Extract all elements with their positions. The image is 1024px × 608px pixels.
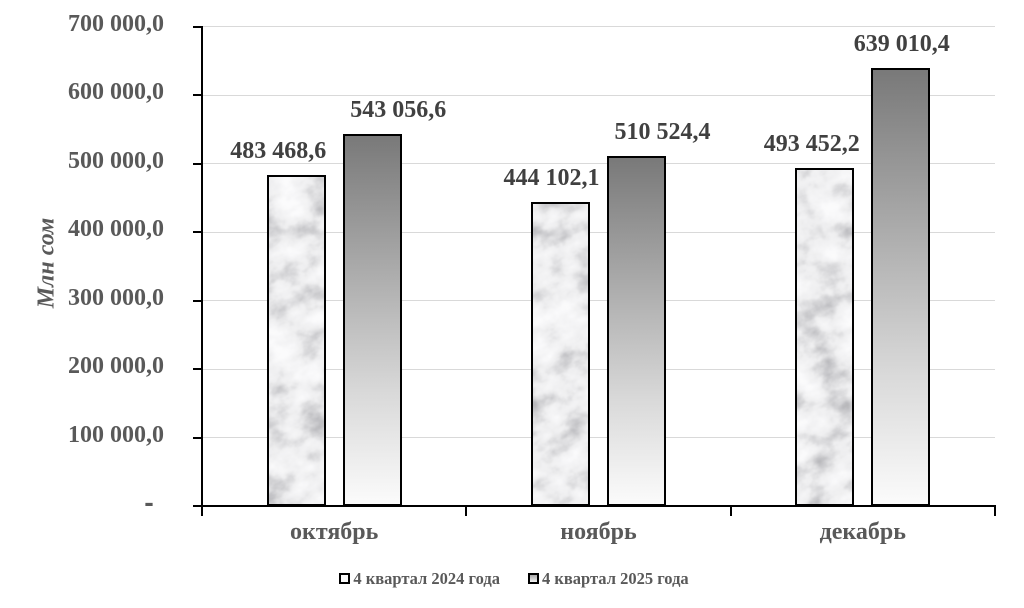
y-tick-label: 500 000,0 (68, 147, 164, 174)
y-axis-tick (193, 505, 202, 508)
data-label: 483 468,6 (230, 137, 327, 164)
bar-series2 (342, 134, 402, 506)
gridline (202, 437, 995, 438)
y-tick-label: 200 000,0 (68, 353, 164, 379)
gridline (202, 368, 995, 370)
legend: 4 квартал 2024 года 4 квартал 2025 года (2, 569, 1024, 588)
y-axis (201, 26, 204, 507)
data-label: 543 056,6 (350, 97, 447, 123)
data-label: 510 524,4 (614, 119, 711, 146)
y-tick-label: 700 000,0 (68, 10, 164, 37)
y-tick-label: 400 000,0 (68, 216, 164, 242)
marble-texture (533, 203, 588, 504)
data-label: 493 452,2 (763, 131, 860, 157)
bar-series2 (871, 68, 931, 506)
legend-marker-icon (528, 572, 539, 584)
legend-item: 4 квартал 2024 года (339, 569, 500, 588)
y-axis-tick (193, 162, 202, 165)
x-tick-label: декабрь (819, 519, 906, 545)
legend-item: 4 квартал 2025 года (528, 569, 689, 588)
gridline (202, 163, 995, 164)
x-axis (201, 505, 996, 508)
y-axis-tick (193, 436, 202, 439)
data-label: 639 010,4 (853, 31, 950, 58)
data-label: 444 102,1 (503, 164, 600, 191)
legend-marker-icon (339, 572, 351, 584)
x-axis-tick (994, 505, 997, 516)
y-axis-tick (193, 368, 202, 371)
marble-texture-fill (797, 170, 853, 504)
bar-series1 (795, 168, 855, 506)
bar-series2 (607, 156, 666, 506)
y-axis-tick (193, 94, 202, 97)
gridline (202, 300, 995, 301)
y-axis-tick (193, 25, 202, 28)
marble-texture (797, 170, 853, 504)
y-tick-label: 600 000,0 (68, 79, 164, 105)
x-axis-tick (201, 505, 204, 516)
x-tick-label: октябрь (290, 519, 379, 545)
bar-series1 (531, 201, 590, 506)
gridline (202, 94, 995, 96)
x-axis-tick (465, 505, 468, 516)
marble-texture (268, 176, 324, 504)
marble-texture-fill (268, 176, 324, 504)
bar-series1 (266, 174, 326, 506)
legend-label: 4 квартал 2025 года (542, 569, 689, 588)
gridline (202, 231, 995, 233)
x-axis-tick (729, 505, 732, 516)
marble-texture-fill (533, 203, 588, 504)
y-axis-tick (193, 231, 202, 234)
y-axis-tick (193, 299, 202, 302)
y-tick-label: 300 000,0 (68, 284, 164, 311)
gridline (202, 26, 995, 27)
legend-label: 4 квартал 2024 года (353, 569, 500, 588)
y-tick-label: 100 000,0 (68, 421, 164, 448)
x-tick-label: ноябрь (560, 519, 637, 545)
y-tick-label: - (145, 490, 154, 517)
